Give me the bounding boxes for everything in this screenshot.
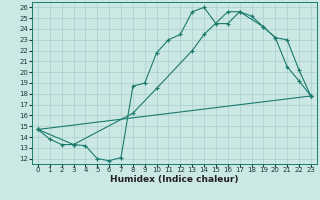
X-axis label: Humidex (Indice chaleur): Humidex (Indice chaleur)	[110, 175, 239, 184]
